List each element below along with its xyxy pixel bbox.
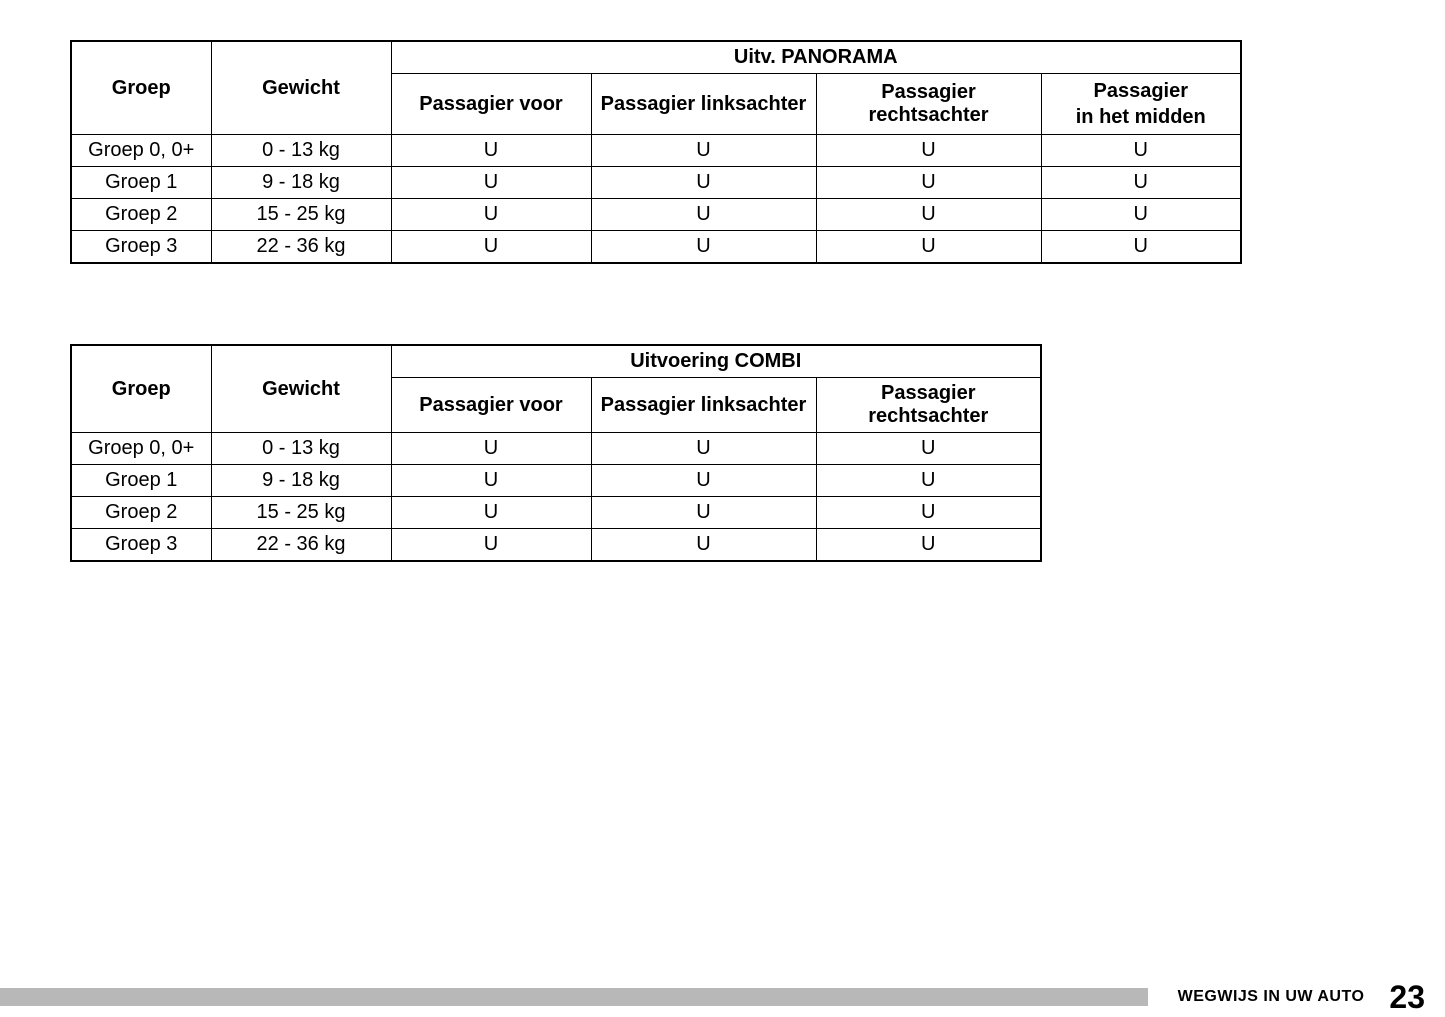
combi-table: Groep Gewicht Uitvoering COMBI Passagier… <box>70 344 1042 562</box>
table-row: Groep 2 15 - 25 kg U U U <box>71 497 1041 529</box>
cell-value: U <box>1041 167 1241 199</box>
cell-value: U <box>591 529 816 562</box>
cell-gewicht: 9 - 18 kg <box>211 167 391 199</box>
cell-gewicht: 0 - 13 kg <box>211 433 391 465</box>
cell-gewicht: 9 - 18 kg <box>211 465 391 497</box>
header-passagier-voor: Passagier voor <box>391 378 591 433</box>
cell-value: U <box>816 433 1041 465</box>
header-gewicht: Gewicht <box>211 41 391 135</box>
cell-value: U <box>816 465 1041 497</box>
cell-value: U <box>591 167 816 199</box>
header-groep: Groep <box>71 345 211 433</box>
cell-value: U <box>591 433 816 465</box>
footer-text-block: WEGWIJS IN UW AUTO 23 <box>1148 979 1445 1016</box>
header-passagier-voor: Passagier voor <box>391 74 591 135</box>
cell-gewicht: 22 - 36 kg <box>211 231 391 264</box>
cell-value: U <box>391 135 591 167</box>
header-midden-line2: in het midden <box>1076 106 1206 128</box>
header-passagier-midden: Passagier in het midden <box>1041 74 1241 135</box>
cell-value: U <box>816 199 1041 231</box>
table-row: Groep 2 15 - 25 kg U U U U <box>71 199 1241 231</box>
cell-value: U <box>591 497 816 529</box>
header-title: Uitvoering COMBI <box>391 345 1041 378</box>
table-header-row-1: Groep Gewicht Uitvoering COMBI <box>71 345 1041 378</box>
cell-groep: Groep 2 <box>71 199 211 231</box>
table-row: Groep 0, 0+ 0 - 13 kg U U U U <box>71 135 1241 167</box>
cell-value: U <box>816 167 1041 199</box>
cell-value: U <box>591 465 816 497</box>
cell-value: U <box>816 231 1041 264</box>
cell-groep: Groep 3 <box>71 529 211 562</box>
table-row: Groep 3 22 - 36 kg U U U U <box>71 231 1241 264</box>
cell-value: U <box>816 497 1041 529</box>
header-gewicht: Gewicht <box>211 345 391 433</box>
cell-groep: Groep 0, 0+ <box>71 135 211 167</box>
cell-value: U <box>816 529 1041 562</box>
cell-groep: Groep 0, 0+ <box>71 433 211 465</box>
cell-value: U <box>391 167 591 199</box>
header-groep: Groep <box>71 41 211 135</box>
header-passagier-linksachter: Passagier linksachter <box>591 378 816 433</box>
cell-groep: Groep 3 <box>71 231 211 264</box>
cell-value: U <box>391 465 591 497</box>
cell-value: U <box>391 199 591 231</box>
table-row: Groep 0, 0+ 0 - 13 kg U U U <box>71 433 1041 465</box>
cell-gewicht: 15 - 25 kg <box>211 497 391 529</box>
footer-page-number: 23 <box>1389 979 1425 1016</box>
table-header-row-1: Groep Gewicht Uitv. PANORAMA <box>71 41 1241 74</box>
footer-bar <box>0 988 1148 1006</box>
cell-value: U <box>591 135 816 167</box>
page-footer: WEGWIJS IN UW AUTO 23 <box>0 977 1445 1017</box>
cell-value: U <box>391 497 591 529</box>
cell-gewicht: 22 - 36 kg <box>211 529 391 562</box>
table-row: Groep 3 22 - 36 kg U U U <box>71 529 1041 562</box>
cell-groep: Groep 1 <box>71 465 211 497</box>
cell-groep: Groep 2 <box>71 497 211 529</box>
cell-value: U <box>816 135 1041 167</box>
header-passagier-rechtsachter: Passagier rechtsachter <box>816 378 1041 433</box>
table-row: Groep 1 9 - 18 kg U U U <box>71 465 1041 497</box>
cell-gewicht: 0 - 13 kg <box>211 135 391 167</box>
header-title: Uitv. PANORAMA <box>391 41 1241 74</box>
header-passagier-linksachter: Passagier linksachter <box>591 74 816 135</box>
cell-value: U <box>1041 135 1241 167</box>
cell-gewicht: 15 - 25 kg <box>211 199 391 231</box>
cell-value: U <box>1041 231 1241 264</box>
footer-section-label: WEGWIJS IN UW AUTO <box>1178 988 1365 1006</box>
panorama-table: Groep Gewicht Uitv. PANORAMA Passagier v… <box>70 40 1242 264</box>
header-midden-line1: Passagier <box>1093 80 1188 102</box>
cell-value: U <box>391 433 591 465</box>
cell-groep: Groep 1 <box>71 167 211 199</box>
cell-value: U <box>591 199 816 231</box>
header-passagier-rechtsachter: Passagier rechtsachter <box>816 74 1041 135</box>
table-row: Groep 1 9 - 18 kg U U U U <box>71 167 1241 199</box>
cell-value: U <box>391 231 591 264</box>
cell-value: U <box>591 231 816 264</box>
cell-value: U <box>391 529 591 562</box>
cell-value: U <box>1041 199 1241 231</box>
